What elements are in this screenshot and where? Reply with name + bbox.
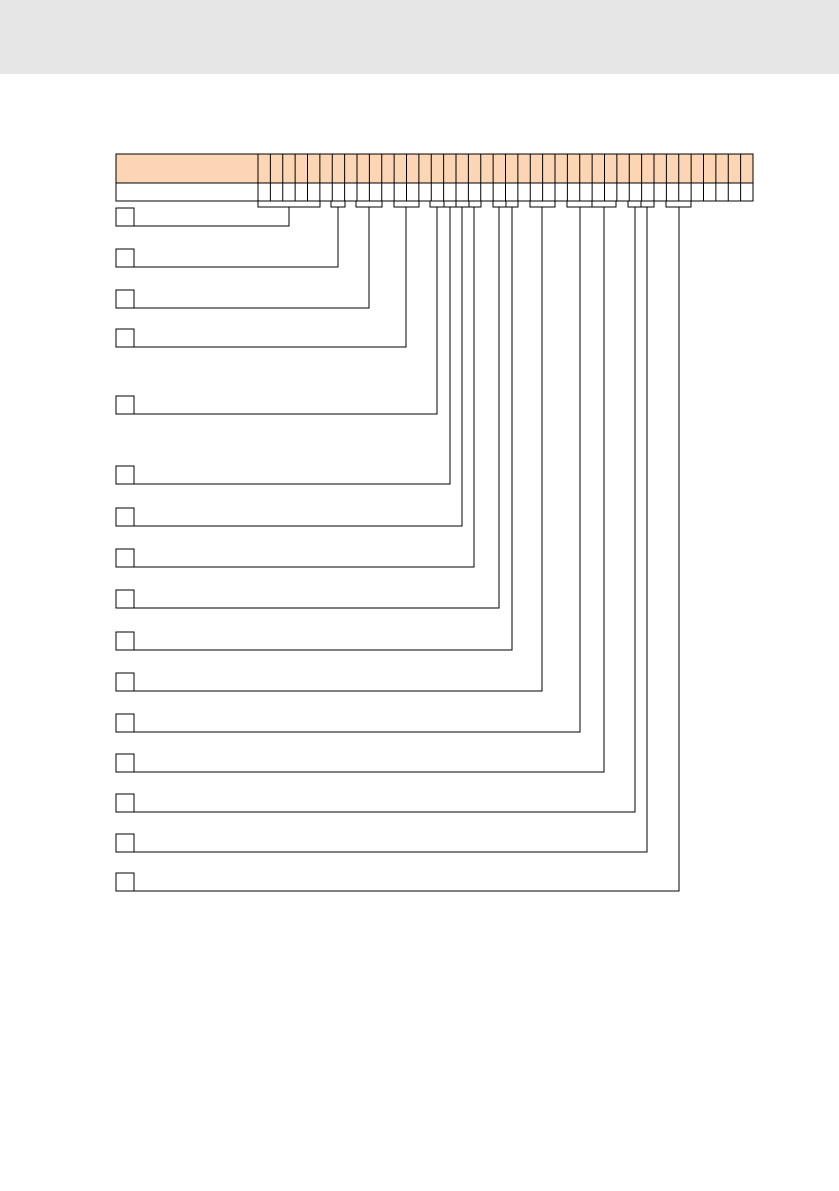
legend-entry — [115, 207, 290, 227]
position-brackets — [257, 201, 692, 208]
position-bracket — [492, 201, 507, 208]
position-bracket — [505, 201, 519, 208]
legend-leader-line — [134, 207, 513, 651]
legend-number-box — [115, 207, 135, 227]
position-bracket — [330, 201, 346, 208]
position-bracket — [627, 201, 642, 208]
position-bracket — [443, 201, 457, 208]
legend-number-box — [115, 248, 135, 268]
legend-entry — [115, 207, 648, 853]
legend-number-box — [115, 328, 135, 348]
position-bracket — [566, 201, 593, 208]
legend-leader-line — [134, 207, 451, 485]
legend-entry — [115, 207, 451, 485]
legend-leader-line — [134, 207, 290, 227]
legend-number-box — [115, 793, 135, 813]
legend-leader-line — [134, 207, 438, 415]
legend-leader-line — [134, 207, 339, 268]
type-code-value-row — [115, 182, 754, 202]
legend-leader-line — [134, 207, 407, 348]
legend-number-box — [115, 548, 135, 568]
legend-number-box — [115, 833, 135, 853]
legend-number-box — [115, 753, 135, 773]
legend-leader-line — [134, 207, 636, 813]
legend-number-box — [115, 872, 135, 892]
legend-entry — [115, 207, 543, 692]
legend-entry — [115, 207, 636, 813]
legend-number-box — [115, 465, 135, 485]
type-code-header-row — [115, 153, 754, 184]
legend-leader-line — [134, 207, 543, 692]
legend-entries — [115, 207, 680, 892]
legend-number-box — [115, 713, 135, 733]
position-bracket — [591, 201, 617, 208]
legend-number-box — [115, 507, 135, 527]
legend-leader-line — [134, 207, 581, 733]
legend-number-box — [115, 289, 135, 309]
legend-entry — [115, 207, 438, 415]
type-code-cells — [269, 154, 742, 201]
legend-number-box — [115, 672, 135, 692]
position-bracket — [529, 201, 556, 208]
legend-entry — [115, 207, 407, 348]
legend-leader-line — [134, 207, 463, 527]
legend-leader-line — [134, 207, 370, 309]
legend-entry — [115, 207, 339, 268]
position-bracket — [640, 201, 655, 208]
legend-entry — [115, 207, 680, 892]
header-band — [0, 0, 839, 74]
legend-entry — [115, 207, 581, 733]
legend-leader-line — [134, 207, 680, 892]
legend-entry — [115, 207, 475, 568]
legend-entry — [115, 207, 463, 527]
legend-number-box — [115, 395, 135, 415]
legend-leader-line — [134, 207, 475, 568]
legend-entry — [115, 207, 605, 773]
position-bracket — [468, 201, 482, 208]
position-bracket — [355, 201, 383, 208]
position-bracket — [393, 201, 420, 208]
legend-leader-line — [134, 207, 605, 773]
position-bracket — [455, 201, 470, 208]
legend-leader-line — [134, 207, 648, 853]
legend-entry — [115, 207, 500, 609]
position-bracket — [257, 201, 321, 208]
legend-number-box — [115, 589, 135, 609]
legend-leader-line — [134, 207, 500, 609]
legend-number-box — [115, 631, 135, 651]
legend-entry — [115, 207, 513, 651]
position-bracket — [429, 201, 445, 208]
legend-entry — [115, 207, 370, 309]
position-bracket — [665, 201, 692, 208]
